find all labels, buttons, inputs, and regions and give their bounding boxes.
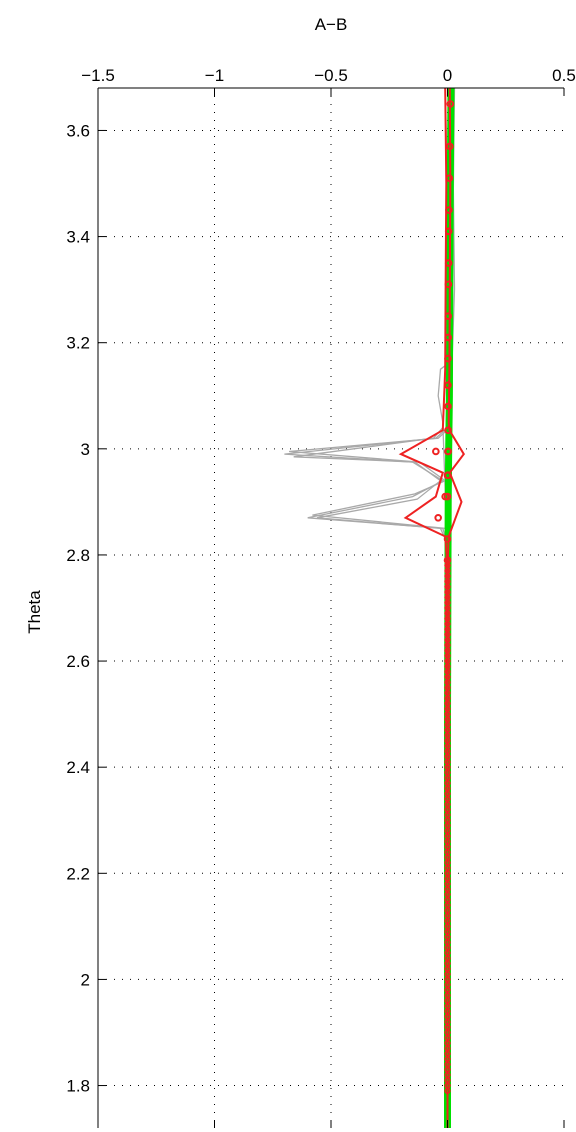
red-circle-marker	[446, 142, 454, 151]
red-circle-marker	[443, 535, 452, 543]
y-tick-label: 3.4	[66, 228, 90, 247]
red-circle-marker	[432, 447, 440, 456]
red-circle-marker	[445, 174, 454, 183]
x-tick-label: −0.5	[314, 66, 348, 85]
x-tick-label: 0	[443, 66, 452, 85]
red-circle-marker	[444, 280, 453, 289]
red-circle-marker	[445, 206, 453, 214]
red-circle-marker	[444, 381, 452, 389]
red-circle-marker	[444, 402, 452, 411]
y-tick-label: 2.8	[66, 546, 90, 565]
red-circle-marker	[444, 227, 453, 236]
y-tick-label: 2.4	[66, 758, 90, 777]
y-tick-label: 2	[81, 970, 90, 989]
plot-area	[284, 87, 466, 1128]
axes: −1.5 −1 −0.5 0 0.5 1.8 2 2.2 2.4 2.6 2.8 3 3.2 3.4 3.6	[66, 66, 576, 1128]
y-tick-label: 3	[81, 440, 90, 459]
red-circle-marker	[443, 492, 452, 501]
red-circle-marker	[443, 471, 452, 480]
y-tick-label: 3.6	[66, 121, 90, 140]
red-circle-marker	[444, 354, 452, 363]
y-tick-label: 2.2	[66, 864, 90, 883]
red-envelope-line	[446, 87, 466, 1128]
red-dot-marker	[444, 1087, 451, 1095]
y-tick-label: 2.6	[66, 652, 90, 671]
red-circle-marker	[446, 100, 455, 108]
red-envelope-line	[398, 87, 449, 1128]
red-circle-marker	[444, 312, 452, 320]
x-axis-title: A−B	[315, 15, 348, 34]
x-tick-label: 0.5	[552, 66, 576, 85]
x-tick-label: −1	[205, 66, 224, 85]
y-axis-title: Theta	[25, 590, 44, 634]
x-tick-label: −1.5	[81, 66, 115, 85]
red-circle-marker	[434, 513, 442, 522]
red-circle-marker	[444, 333, 452, 342]
y-tick-label: 3.2	[66, 334, 90, 353]
red-circle-marker	[444, 447, 452, 456]
red-circle-marker	[444, 426, 452, 435]
red-circle-marker	[444, 259, 453, 267]
y-tick-label: 1.8	[66, 1077, 90, 1096]
